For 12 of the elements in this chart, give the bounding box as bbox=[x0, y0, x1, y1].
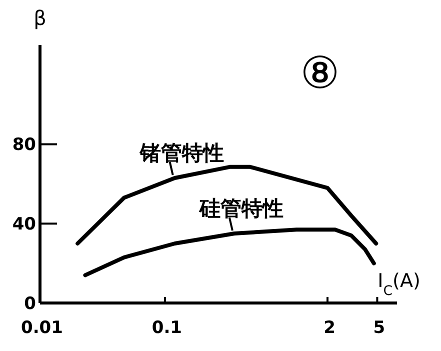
x-tick-label: 5 bbox=[373, 318, 386, 338]
annotation: ⑧ bbox=[300, 48, 340, 99]
y-axis-title: β bbox=[34, 6, 46, 30]
x-axis-title: I$_{C}$(A) bbox=[378, 270, 420, 298]
x-tick-label: 0.1 bbox=[152, 318, 182, 338]
series-label: 锗管特性 bbox=[138, 140, 224, 165]
y-tick-label: 0 bbox=[24, 294, 36, 314]
y-tick-label: 80 bbox=[12, 135, 36, 156]
x-tick-label: 0.01 bbox=[21, 318, 63, 338]
series-label: 硅管特性 bbox=[198, 196, 284, 221]
y-tick-label: 40 bbox=[12, 214, 36, 235]
x-tick-label: 2 bbox=[324, 318, 336, 338]
